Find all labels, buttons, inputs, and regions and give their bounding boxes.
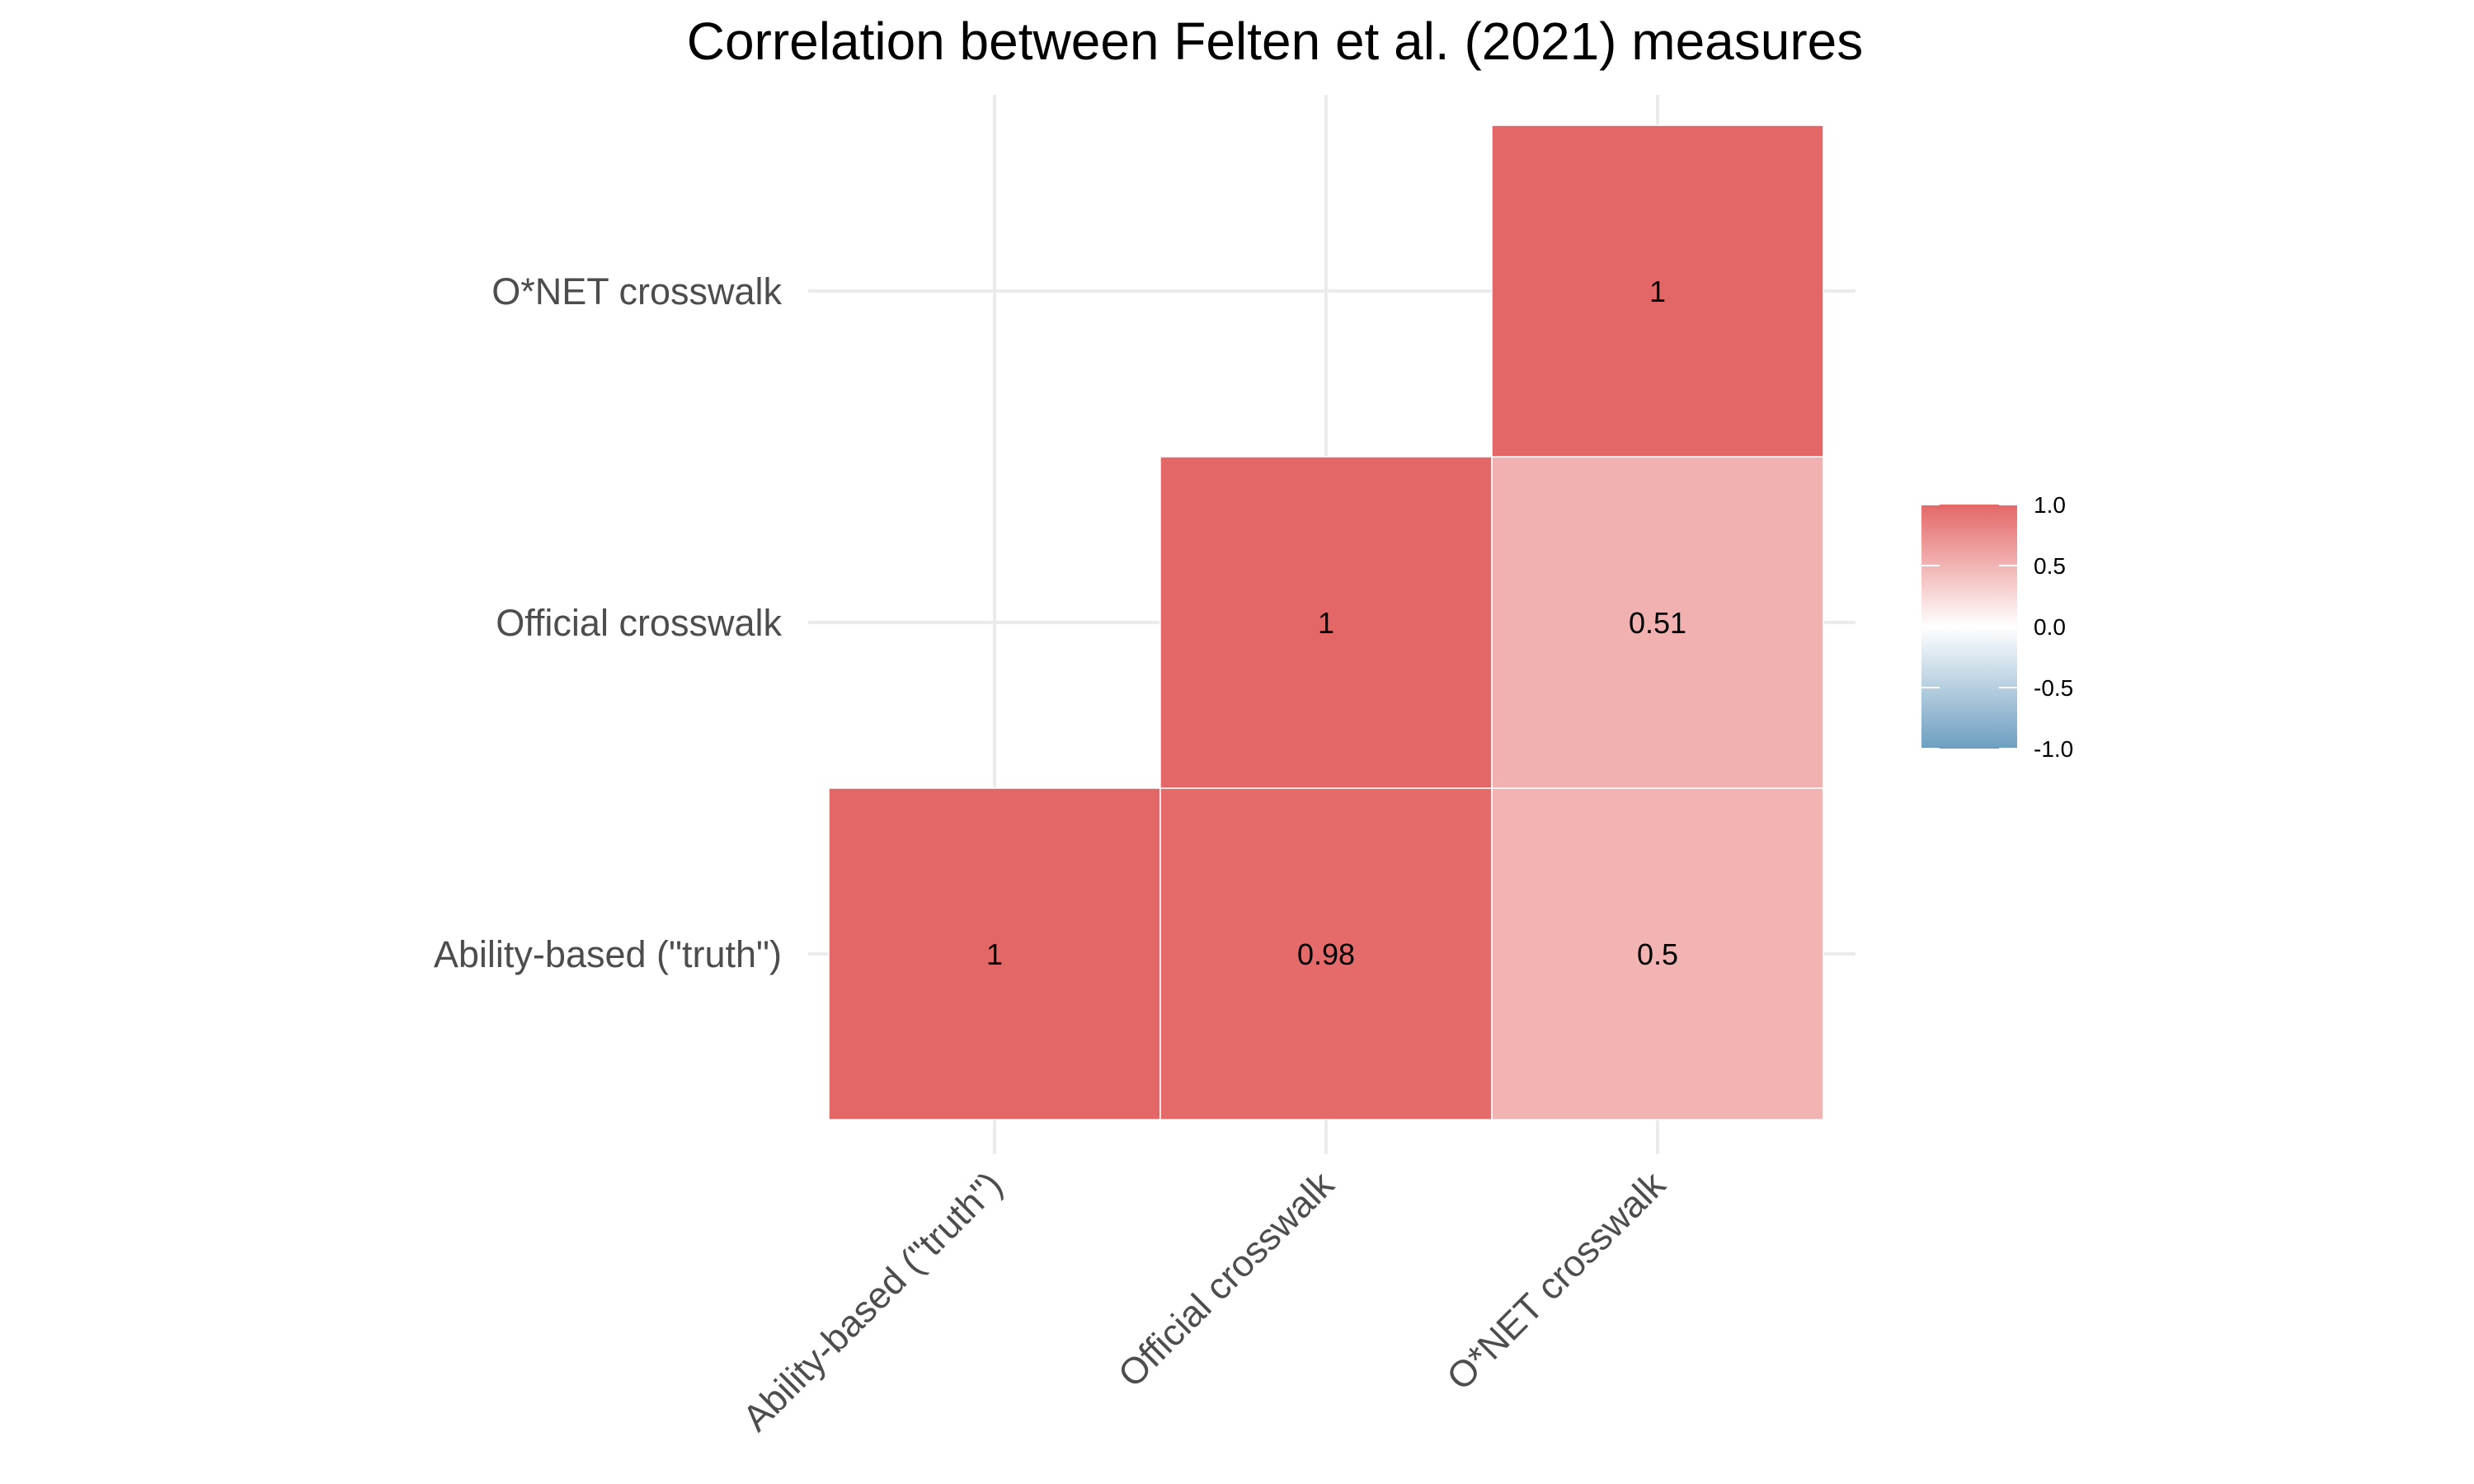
color-legend: 1.0 0.5 0.0 -0.5 -1.0	[1921, 492, 2073, 762]
heatmap-cell	[1159, 456, 1493, 789]
cell-value-label: 0.5	[1637, 937, 1678, 971]
heatmap-cell-labels: 1 0.98 0.51 0.511	[986, 275, 1686, 971]
y-tick-label-o-net-crosswalk: O*NET crosswalk	[492, 270, 782, 312]
cell-value-label: 0.51	[1629, 606, 1686, 640]
cell-value-label: 1	[1649, 275, 1666, 308]
x-tick-label-ability-based-truth: Ability-based ("truth")	[735, 1163, 1011, 1439]
legend-tick-label: 1.0	[2034, 492, 2066, 518]
legend-tick-label: -1.0	[2034, 736, 2073, 762]
heatmap-cells	[828, 124, 1824, 1120]
cell-value-label: 1	[1318, 606, 1334, 640]
heatmap-cell	[1491, 456, 1824, 789]
legend-tick-label: 0.5	[2034, 553, 2066, 579]
cell-value-label: 1	[986, 937, 1003, 971]
y-tick-label-ability-based-truth: Ability-based ("truth")	[434, 933, 782, 975]
heatmap-cell	[1491, 787, 1824, 1120]
heatmap-cell	[828, 787, 1161, 1120]
heatmap-cell	[1491, 124, 1824, 458]
legend-tick-label: 0.0	[2034, 614, 2066, 640]
cell-value-label: 0.98	[1297, 937, 1355, 971]
y-axis-labels: Ability-based ("truth") Official crosswal…	[434, 270, 783, 975]
legend-tick-label: -0.5	[2034, 675, 2073, 701]
x-axis-labels: Ability-based ("truth") Official crosswal…	[735, 1163, 1674, 1439]
chart-title: Correlation between Felten et al. (2021)…	[687, 12, 1864, 71]
x-tick-label-official-crosswalk: Official crosswalk	[1110, 1163, 1343, 1396]
x-tick-label-o-net-crosswalk: O*NET crosswalk	[1438, 1163, 1673, 1398]
y-tick-label-official-crosswalk: Official crosswalk	[496, 602, 782, 644]
